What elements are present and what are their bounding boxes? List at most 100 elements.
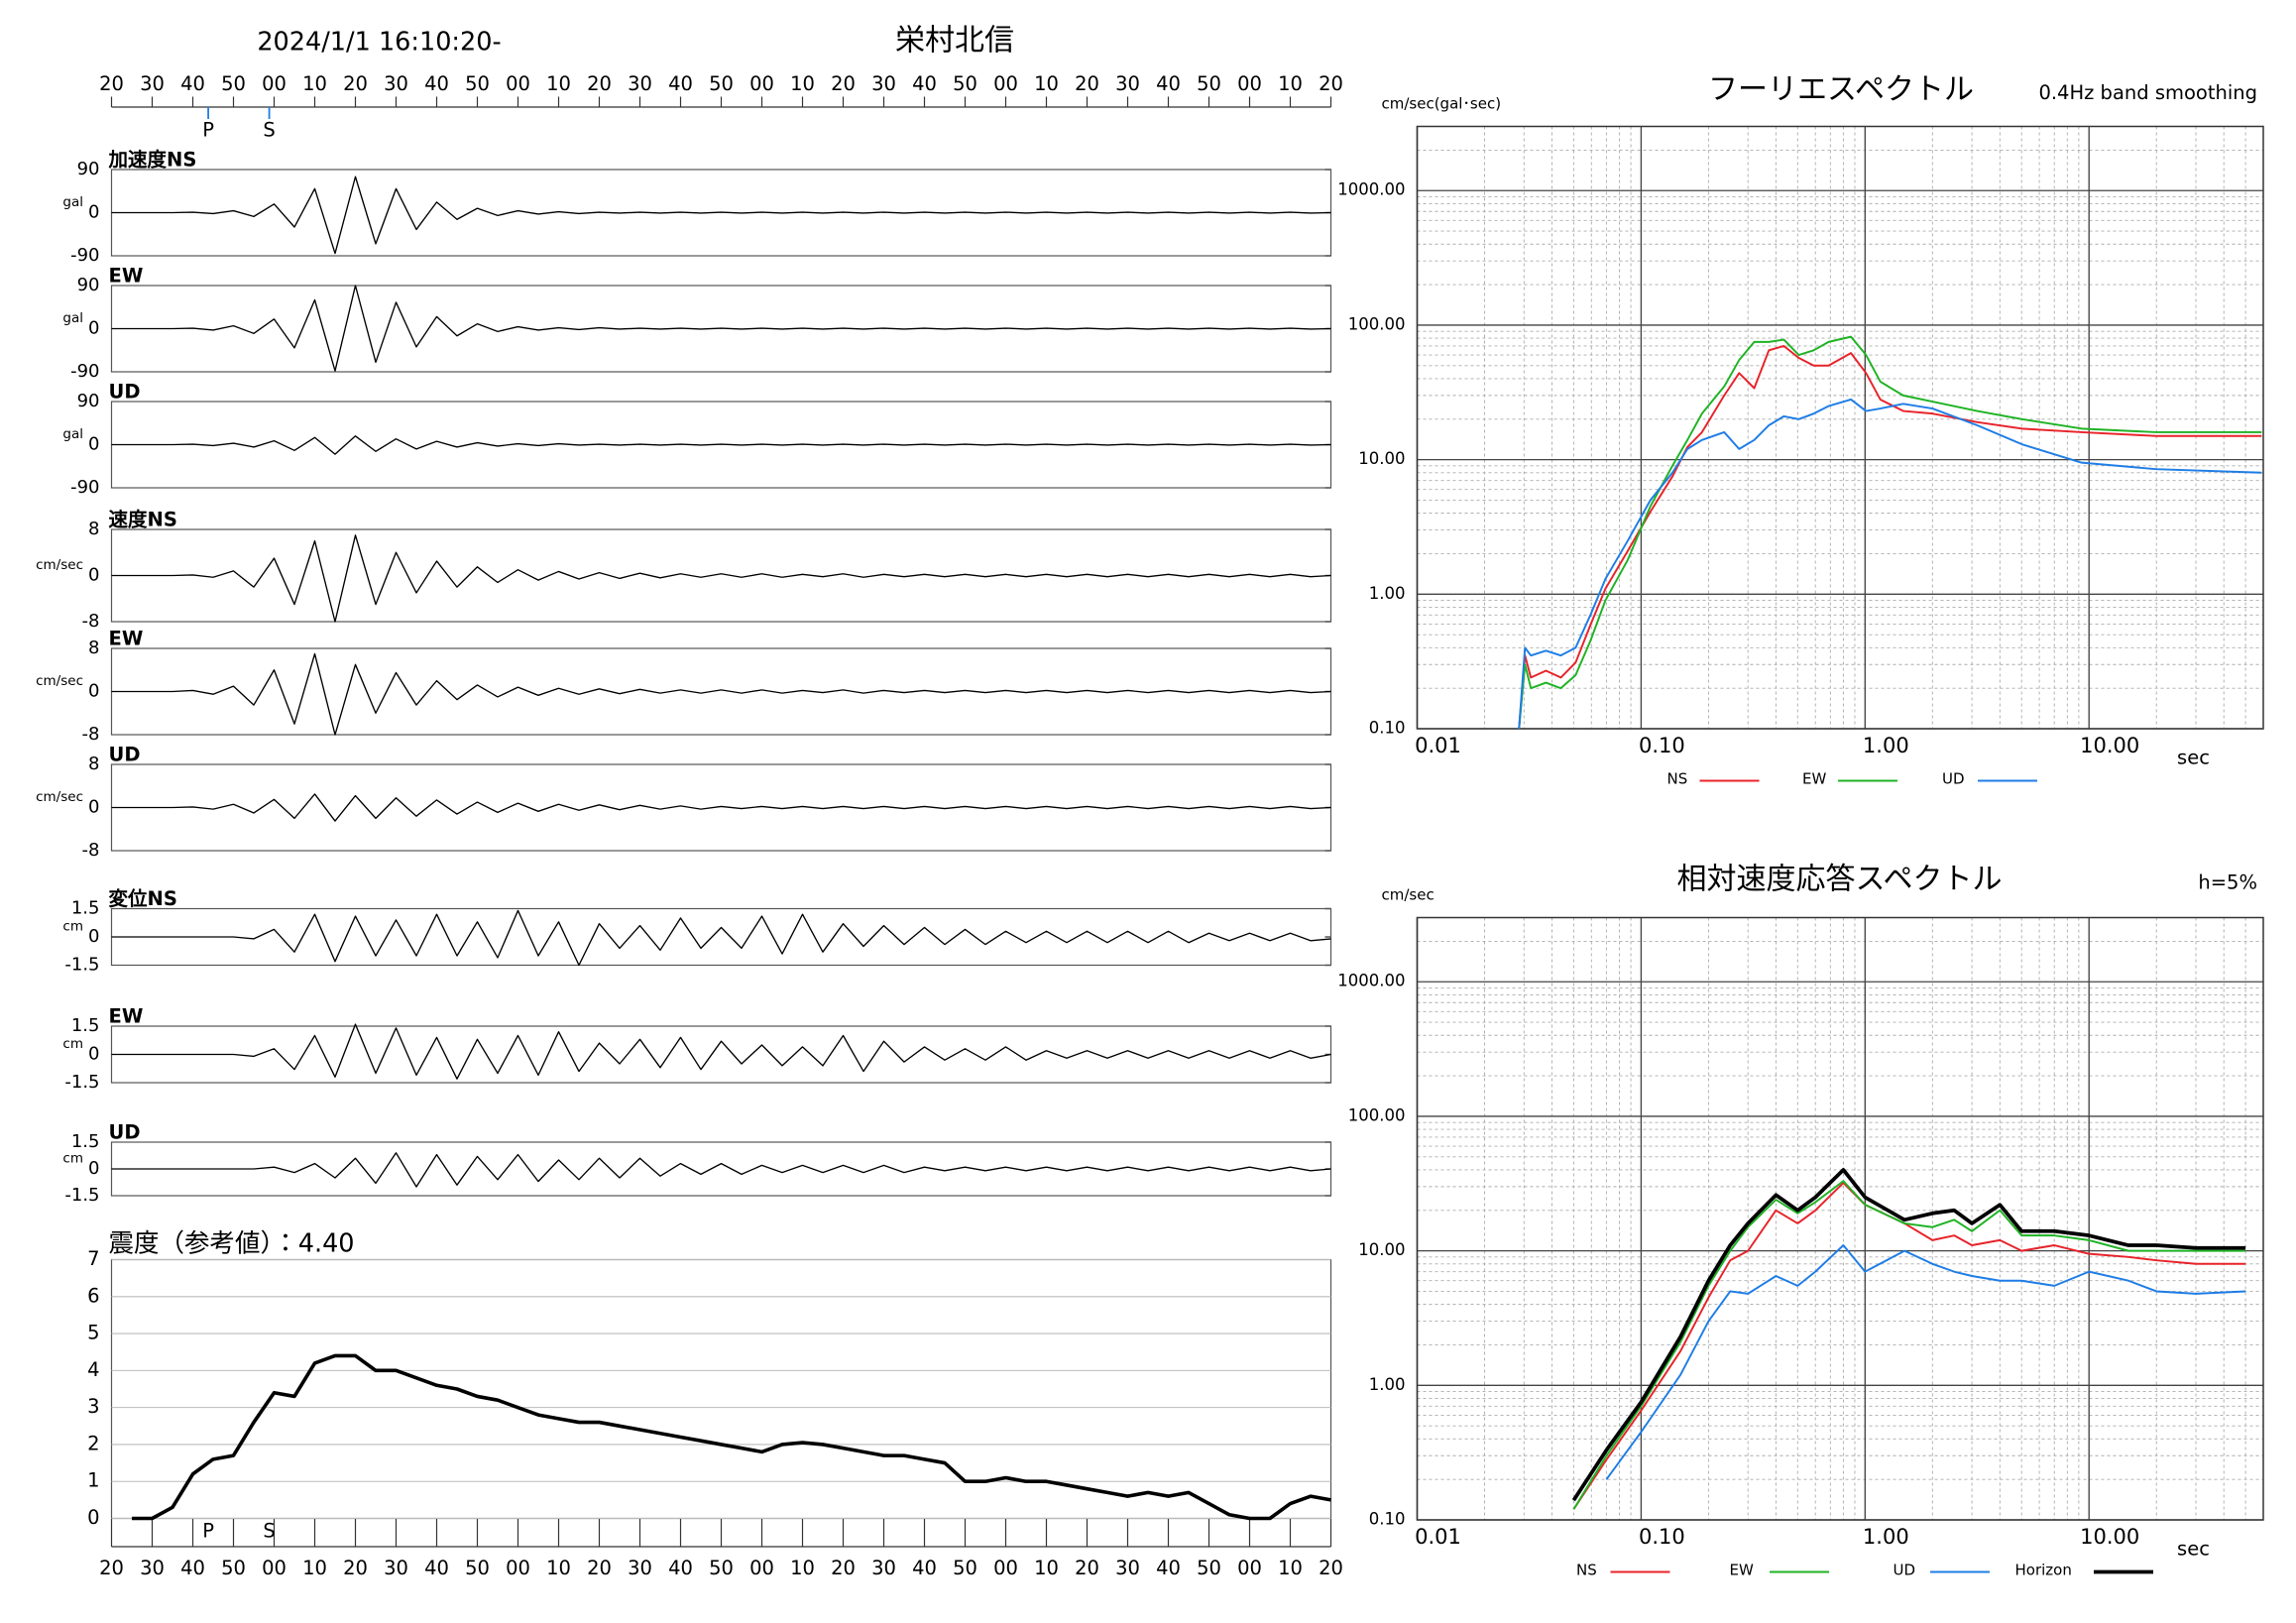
legend-label: UD: [1942, 770, 1965, 788]
x-tick-label: 00: [993, 1557, 1018, 1579]
legend-label: EW: [1802, 770, 1826, 788]
y-tick-label: 10.00: [1358, 1240, 1405, 1259]
x-tick-label: 10: [1034, 72, 1059, 95]
y-tick-label: 100.00: [1348, 1105, 1406, 1124]
x-tick-label: 10: [546, 72, 571, 95]
trace-frame: [110, 763, 1332, 852]
x-tick-label: 10: [790, 1557, 815, 1579]
y-tick-label: 7: [87, 1247, 99, 1270]
x-tick-label: 50: [953, 1557, 977, 1579]
x-tick-label: 00: [506, 1557, 530, 1579]
unit-label: gal: [62, 194, 83, 210]
y-tick-label: -8: [82, 724, 100, 745]
x-tick-label: 10: [1034, 1557, 1059, 1579]
y-tick-label: 8: [88, 638, 99, 658]
unit-label: cm: [62, 1036, 83, 1052]
series-line: [1572, 1180, 2246, 1510]
x-tick-label: 40: [1156, 72, 1181, 95]
x-tick-label: 30: [384, 72, 408, 95]
trace-frame: [110, 528, 1332, 623]
x-tick-label: 40: [424, 1557, 449, 1579]
y-tick-label: 0: [88, 1158, 99, 1179]
y-tick-label: -1.5: [64, 1072, 99, 1093]
trace-label: UD: [109, 1121, 141, 1144]
x-tick-label: 10: [1278, 72, 1303, 95]
x-tick-label: 10: [790, 72, 815, 95]
plot-frame: [1416, 125, 2264, 730]
x-tick-label: 0.01: [1415, 734, 1461, 757]
intensity-frame: [110, 1258, 1332, 1520]
waveform: [111, 534, 1331, 623]
y-tick-label: -1.5: [64, 1185, 99, 1206]
x-tick-label: 30: [140, 1557, 165, 1579]
x-tick-label: 20: [1319, 72, 1343, 95]
phase-label: P: [202, 1520, 214, 1543]
y-tick-label: 0.10: [1369, 1510, 1406, 1529]
x-tick-label: 10: [546, 1557, 571, 1579]
x-tick-label: 10.00: [2080, 1525, 2139, 1549]
unit-label: cm: [62, 919, 83, 935]
y-tick-label: -90: [70, 477, 99, 498]
x-tick-label: 30: [628, 1557, 652, 1579]
y-tick-label: 2: [87, 1432, 99, 1454]
x-tick-label: 50: [953, 72, 977, 95]
y-tick-label: 0: [87, 1506, 99, 1529]
y-axis-label: cm/sec: [1382, 886, 1435, 904]
unit-label: cm/sec: [36, 673, 83, 689]
x-tick-label: 20: [1319, 1557, 1343, 1579]
chart-subtitle: h=5%: [2198, 871, 2257, 894]
x-tick-label: 50: [221, 72, 246, 95]
y-tick-label: 0: [88, 797, 99, 818]
phase-label: P: [202, 119, 214, 142]
y-tick-label: 6: [87, 1284, 99, 1307]
y-tick-label: 90: [77, 391, 100, 411]
unit-label: cm/sec: [36, 557, 83, 573]
waveform: [111, 652, 1331, 736]
x-tick-label: 30: [384, 1557, 408, 1579]
y-tick-label: 0: [88, 926, 99, 947]
x-tick-label: 40: [1156, 1557, 1181, 1579]
x-tick-label: 20: [831, 72, 856, 95]
phase-label: S: [263, 119, 275, 142]
legend-label: NS: [1576, 1562, 1597, 1579]
y-tick-label: 8: [88, 754, 99, 774]
x-axis-label: sec: [2177, 747, 2210, 769]
y-tick-label: 1.5: [71, 898, 100, 919]
y-tick-label: 3: [87, 1395, 99, 1418]
x-tick-label: 40: [424, 72, 449, 95]
x-tick-label: 40: [180, 72, 205, 95]
x-tick-label: 00: [993, 72, 1018, 95]
phase-label: S: [263, 1520, 275, 1543]
trace-label: 加速度NS: [108, 149, 197, 172]
trace-label: EW: [109, 265, 144, 288]
x-tick-label: 20: [587, 1557, 612, 1579]
y-tick-label: 5: [87, 1322, 99, 1344]
y-tick-label: 90: [77, 159, 100, 179]
y-tick-label: 100.00: [1348, 314, 1406, 333]
chart-title: 相対速度応答スペクトル: [1677, 863, 2003, 897]
station-name: 栄村北信: [895, 24, 1014, 58]
y-tick-label: 8: [88, 519, 99, 539]
waveform: [111, 909, 1331, 967]
x-tick-label: 30: [628, 72, 652, 95]
y-tick-label: 0: [88, 318, 99, 339]
x-tick-label: 50: [221, 1557, 246, 1579]
x-tick-label: 00: [749, 1557, 774, 1579]
legend-label: NS: [1667, 770, 1688, 788]
unit-label: cm: [62, 1151, 83, 1167]
y-tick-label: 1.5: [71, 1015, 100, 1036]
y-tick-label: 1000.00: [1337, 180, 1405, 199]
x-tick-label: 20: [99, 1557, 124, 1579]
x-tick-label: 30: [140, 72, 165, 95]
start-time: 2024/1/1 16:10:20-: [257, 28, 501, 58]
y-tick-label: 1.00: [1369, 1375, 1406, 1394]
x-tick-label: 50: [709, 1557, 734, 1579]
x-tick-label: 10.00: [2080, 734, 2139, 757]
y-tick-label: -8: [82, 840, 100, 861]
chart-subtitle: 0.4Hz band smoothing: [2038, 81, 2257, 104]
y-tick-label: -8: [82, 611, 100, 632]
y-axis-label: cm/sec(gal･sec): [1382, 95, 1502, 113]
trace-label: 速度NS: [109, 509, 177, 531]
x-tick-label: 1.00: [1863, 734, 1909, 757]
